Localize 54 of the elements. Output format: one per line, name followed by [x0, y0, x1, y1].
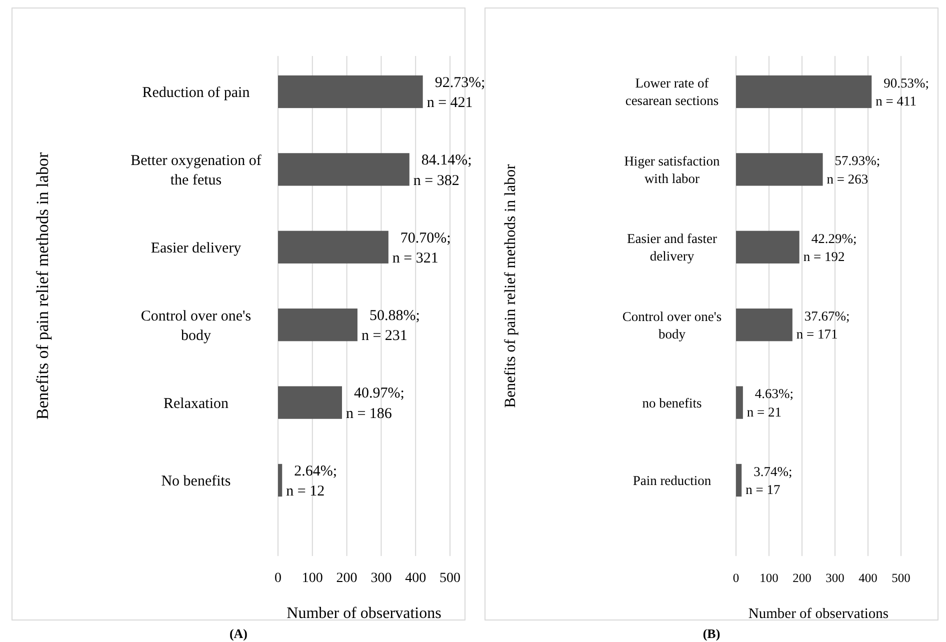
y-axis-title: Benefits of pain relief methods in labor [502, 163, 519, 408]
y-tick-label: Lower rate of cesarean sections [625, 76, 719, 108]
bar [736, 308, 792, 342]
x-tick-label: 400 [405, 571, 426, 586]
y-tick-label: no benefits [642, 395, 702, 410]
y-tick-label: Control over one's body [140, 308, 252, 344]
x-axis-title: Number of observations [748, 606, 889, 622]
y-tick-label: Easier and faster delivery [627, 231, 718, 264]
bar [278, 464, 282, 497]
y-tick-label: Higer satisfaction with labor [624, 153, 720, 186]
y-tick-label: Reduction of pain [142, 84, 250, 101]
x-tick-label: 200 [336, 571, 358, 586]
text: (A) [229, 626, 248, 641]
x-tick-label: 200 [792, 571, 812, 585]
data-label: 42.29%; n = 192 [803, 230, 857, 264]
x-tick-label: 400 [858, 571, 878, 585]
x-tick-label: 0 [732, 571, 740, 585]
y-tick-label: Pain reduction [632, 472, 712, 488]
data-label: 40.97%; n = 186 [346, 386, 404, 422]
bar [736, 464, 742, 497]
bar [736, 386, 743, 419]
bar [736, 75, 872, 108]
data-label: 2.64%; n = 12 [286, 463, 338, 500]
data-label: 50.88%; n = 231 [361, 308, 420, 344]
y-tick-label: Control over one's body [622, 308, 722, 342]
bar [736, 230, 800, 264]
y-tick-label: Easier delivery [150, 240, 242, 256]
x-tick-label: 300 [370, 571, 392, 586]
data-label: 84.14%; n = 382 [413, 152, 472, 189]
y-tick-label: Relaxation [164, 396, 229, 412]
x-tick-label: 500 [440, 571, 460, 586]
data-label: 92.73%; n = 421 [426, 74, 486, 112]
y-tick-label: No benefits [161, 474, 231, 490]
bar [278, 386, 342, 419]
bar [278, 153, 410, 186]
bar [736, 153, 823, 186]
bar [278, 230, 388, 264]
data-label: 90.53%; n = 411 [876, 75, 930, 109]
data-label: 57.93%; n = 263 [826, 153, 880, 186]
text: (B) [702, 626, 720, 641]
x-axis-title: Number of observations [286, 605, 442, 622]
x-tick-label: 300 [826, 571, 844, 585]
bar [278, 75, 423, 108]
data-label: 70.70%; n = 321 [392, 230, 451, 267]
x-tick-label: 100 [302, 571, 323, 586]
data-label: 4.63%; n = 21 [746, 386, 794, 420]
data-label: 3.74%; n = 17 [746, 464, 792, 498]
y-axis-title: Benefits of pain relief methods in labor [33, 152, 52, 420]
x-tick-label: 500 [892, 571, 910, 585]
data-label: 37.67%; n = 171 [796, 308, 850, 342]
y-tick-label: Better oxygenation of the fetus [130, 152, 262, 188]
x-tick-label: 0 [274, 571, 282, 586]
bar [278, 308, 358, 342]
x-tick-label: 100 [760, 571, 778, 585]
